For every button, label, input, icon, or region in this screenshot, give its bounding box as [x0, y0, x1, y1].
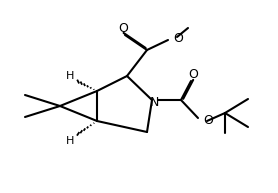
Text: O: O	[173, 32, 183, 46]
Text: H: H	[66, 71, 74, 81]
Text: O: O	[118, 21, 128, 35]
Text: O: O	[203, 114, 213, 128]
Text: H: H	[66, 136, 74, 146]
Text: N: N	[149, 96, 159, 108]
Text: O: O	[188, 68, 198, 80]
